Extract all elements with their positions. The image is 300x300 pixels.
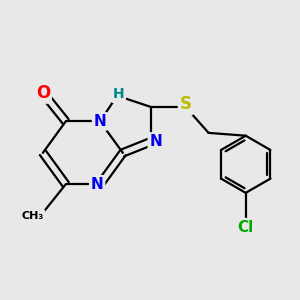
Text: O: O <box>36 84 50 102</box>
Text: CH₃: CH₃ <box>22 211 44 221</box>
Text: H: H <box>113 87 124 101</box>
Text: S: S <box>180 95 192 113</box>
Text: N: N <box>91 177 103 192</box>
Text: Cl: Cl <box>238 220 254 235</box>
Text: N: N <box>94 114 106 129</box>
Text: N: N <box>149 134 162 149</box>
